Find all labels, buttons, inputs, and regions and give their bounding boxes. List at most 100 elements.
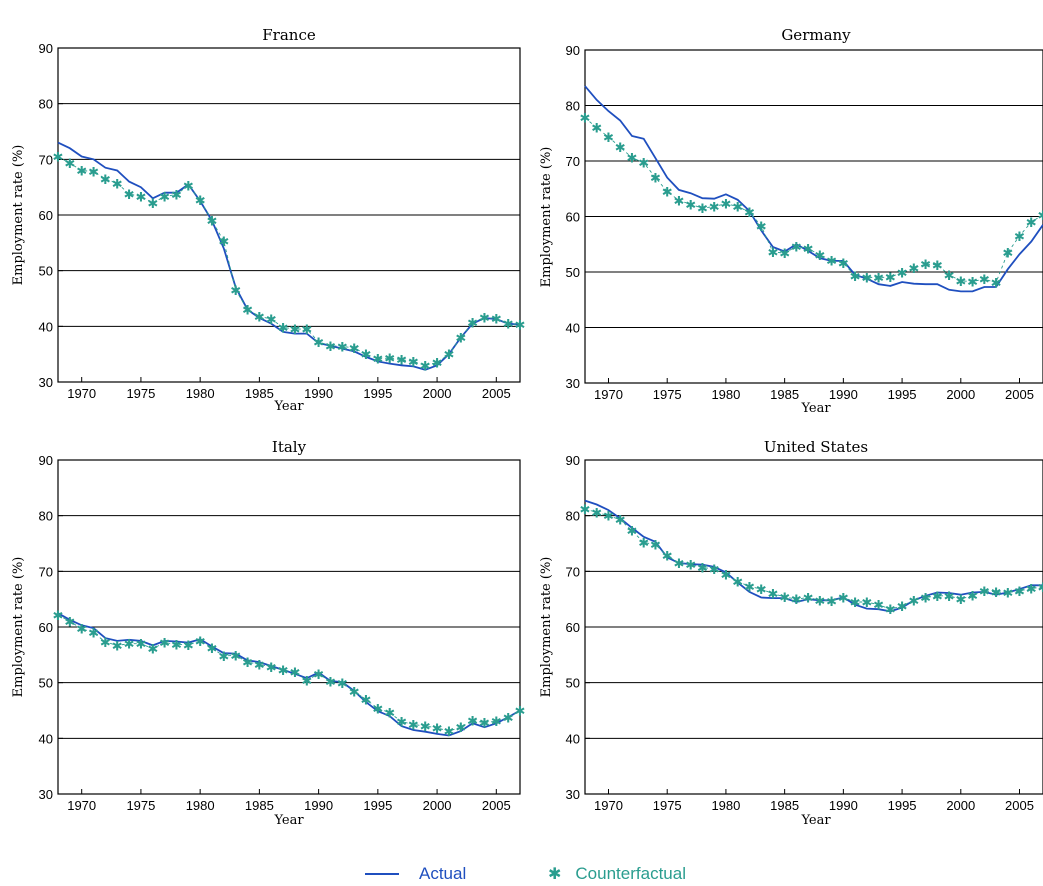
data-point-counterfactual: ✱ — [932, 590, 943, 605]
data-point-counterfactual: ✱ — [76, 623, 87, 638]
y-tick-label: 80 — [566, 509, 580, 524]
data-point-counterfactual: ✱ — [1026, 583, 1037, 598]
data-point-counterfactual: ✱ — [861, 596, 872, 611]
legend-label-counterfactual: Counterfactual — [575, 864, 686, 883]
data-point-counterfactual: ✱ — [88, 627, 99, 642]
data-point-counterfactual: ✱ — [467, 316, 478, 331]
chart-title: Italy — [272, 438, 307, 456]
chart-title: France — [262, 26, 316, 44]
data-point-counterfactual: ✱ — [420, 720, 431, 735]
data-point-counterfactual: ✱ — [627, 152, 638, 167]
legend-item-actual: Actual — [365, 862, 466, 886]
data-point-counterfactual: ✱ — [100, 173, 111, 188]
y-tick-label: 30 — [566, 376, 580, 391]
x-tick-label: 1975 — [126, 798, 155, 813]
data-point-counterfactual: ✱ — [814, 249, 825, 264]
data-point-counterfactual: ✱ — [159, 191, 170, 206]
y-tick-label: 60 — [39, 208, 53, 223]
data-point-counterfactual: ✱ — [408, 718, 419, 733]
y-tick-label: 60 — [566, 210, 580, 225]
y-tick-label: 70 — [566, 564, 580, 579]
data-point-counterfactual: ✱ — [803, 591, 814, 606]
y-tick-label: 50 — [39, 676, 53, 691]
y-axis-label: Employment rate (%) — [11, 557, 26, 698]
data-point-counterfactual: ✱ — [195, 194, 206, 209]
data-point-counterfactual: ✱ — [301, 674, 312, 689]
data-point-counterfactual: ✱ — [325, 676, 336, 691]
x-tick-label: 2005 — [482, 386, 511, 401]
data-point-counterfactual: ✱ — [979, 273, 990, 288]
data-point-counterfactual: ✱ — [897, 267, 908, 282]
data-point-counterfactual: ✱ — [791, 593, 802, 608]
data-point-counterfactual: ✱ — [491, 715, 502, 730]
data-point-counterfactual: ✱ — [908, 594, 919, 609]
data-point-counterfactual: ✱ — [1038, 581, 1043, 596]
data-point-counterfactual: ✱ — [159, 637, 170, 652]
x-axis-label: Year — [273, 399, 304, 414]
data-point-counterfactual: ✱ — [361, 348, 372, 363]
data-point-counterfactual: ✱ — [732, 575, 743, 590]
y-tick-label: 50 — [566, 676, 580, 691]
series-line-actual — [584, 499, 1043, 613]
y-tick-label: 70 — [39, 152, 53, 167]
x-tick-label: 2000 — [423, 386, 452, 401]
y-tick-label: 50 — [566, 265, 580, 280]
data-point-counterfactual: ✱ — [325, 340, 336, 355]
data-point-counterfactual: ✱ — [207, 642, 218, 657]
data-point-counterfactual: ✱ — [503, 712, 514, 727]
data-point-counterfactual: ✱ — [991, 586, 1002, 601]
y-tick-label: 60 — [39, 620, 53, 635]
data-point-counterfactual: ✱ — [183, 639, 194, 654]
data-point-counterfactual: ✱ — [242, 656, 253, 671]
data-point-counterfactual: ✱ — [650, 539, 661, 554]
x-tick-label: 1985 — [245, 386, 274, 401]
data-point-counterfactual: ✱ — [803, 243, 814, 258]
data-point-counterfactual: ✱ — [591, 506, 602, 521]
data-point-counterfactual: ✱ — [384, 352, 395, 367]
data-point-counterfactual: ✱ — [432, 357, 443, 372]
data-point-counterfactual: ✱ — [1026, 216, 1037, 231]
x-axis-label: Year — [273, 813, 304, 828]
y-tick-label: 40 — [566, 731, 580, 746]
data-point-counterfactual: ✱ — [278, 321, 289, 336]
data-point-counterfactual: ✱ — [873, 272, 884, 287]
x-tick-label: 1995 — [888, 387, 917, 402]
data-point-counterfactual: ✱ — [266, 661, 277, 676]
x-tick-label: 1980 — [711, 387, 740, 402]
x-tick-label: 1970 — [67, 798, 96, 813]
data-point-counterfactual: ✱ — [76, 164, 87, 179]
x-tick-label: 2005 — [1005, 798, 1034, 813]
y-tick-label: 50 — [39, 264, 53, 279]
data-point-counterfactual: ✱ — [135, 638, 146, 653]
data-point-counterfactual: ✱ — [147, 643, 158, 658]
data-point-counterfactual: ✱ — [955, 593, 966, 608]
chart-panel-france: France Year Employment rate (%) 30 40 50 60… — [11, 26, 525, 414]
data-point-counterfactual: ✱ — [100, 636, 111, 651]
data-point-counterfactual: ✱ — [266, 313, 277, 328]
data-point-counterfactual: ✱ — [491, 313, 502, 328]
data-point-counterfactual: ✱ — [171, 188, 182, 203]
x-tick-label: 1995 — [363, 386, 392, 401]
x-tick-label: 1995 — [363, 798, 392, 813]
y-tick-label: 60 — [566, 620, 580, 635]
x-tick-label: 2005 — [1005, 387, 1034, 402]
data-point-counterfactual: ✱ — [826, 254, 837, 269]
data-point-counterfactual: ✱ — [744, 206, 755, 221]
data-point-counterfactual: ✱ — [685, 198, 696, 213]
y-axis-label: Employment rate (%) — [11, 145, 26, 286]
chart-title: Germany — [781, 26, 851, 44]
data-point-counterfactual: ✱ — [207, 215, 218, 230]
data-point-counterfactual: ✱ — [372, 353, 383, 368]
data-point-counterfactual: ✱ — [349, 342, 360, 357]
data-point-counterfactual: ✱ — [420, 359, 431, 374]
x-tick-label: 2000 — [423, 798, 452, 813]
data-point-counterfactual: ✱ — [361, 693, 372, 708]
data-point-counterfactual: ✱ — [638, 157, 649, 172]
x-axis-label: Year — [800, 813, 831, 828]
data-point-counterfactual: ✱ — [1002, 247, 1013, 262]
data-point-counterfactual: ✱ — [697, 561, 708, 576]
data-point-counterfactual: ✱ — [673, 194, 684, 209]
data-point-counterfactual: ✱ — [685, 559, 696, 574]
data-point-counterfactual: ✱ — [112, 177, 123, 192]
data-point-counterfactual: ✱ — [908, 262, 919, 277]
